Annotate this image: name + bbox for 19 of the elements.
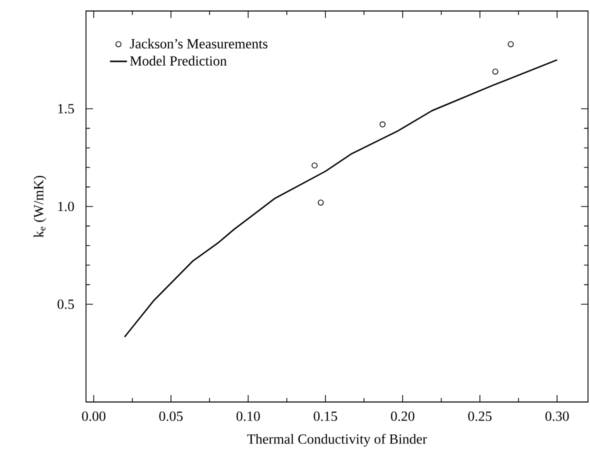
x-tick-label: 0.30 <box>545 412 569 421</box>
x-tick-label: 0.10 <box>236 412 260 421</box>
y-tick-label: 1.5 <box>58 104 74 114</box>
x-tick-label: 0.05 <box>159 412 183 421</box>
point <box>492 68 498 75</box>
legend-label: Model Prediction <box>130 56 227 66</box>
x-tick-label: 0.20 <box>390 412 414 421</box>
y-axis-title: k$_{e}$ (W/mK) <box>34 176 46 238</box>
point <box>318 200 324 206</box>
point <box>380 121 386 128</box>
x-tick-label: 0.15 <box>314 412 338 421</box>
x-tick-label: 0.25 <box>468 412 492 421</box>
legend-label: Jackson’s Measurements <box>130 38 268 48</box>
y-tick-label: 0.5 <box>58 300 74 309</box>
y-tick-label: 1.0 <box>58 202 74 212</box>
x-tick-label: 0.00 <box>82 412 106 421</box>
point <box>508 41 514 48</box>
point <box>312 162 318 168</box>
x-axis-title: Thermal Conductivity of Binder <box>247 434 427 447</box>
